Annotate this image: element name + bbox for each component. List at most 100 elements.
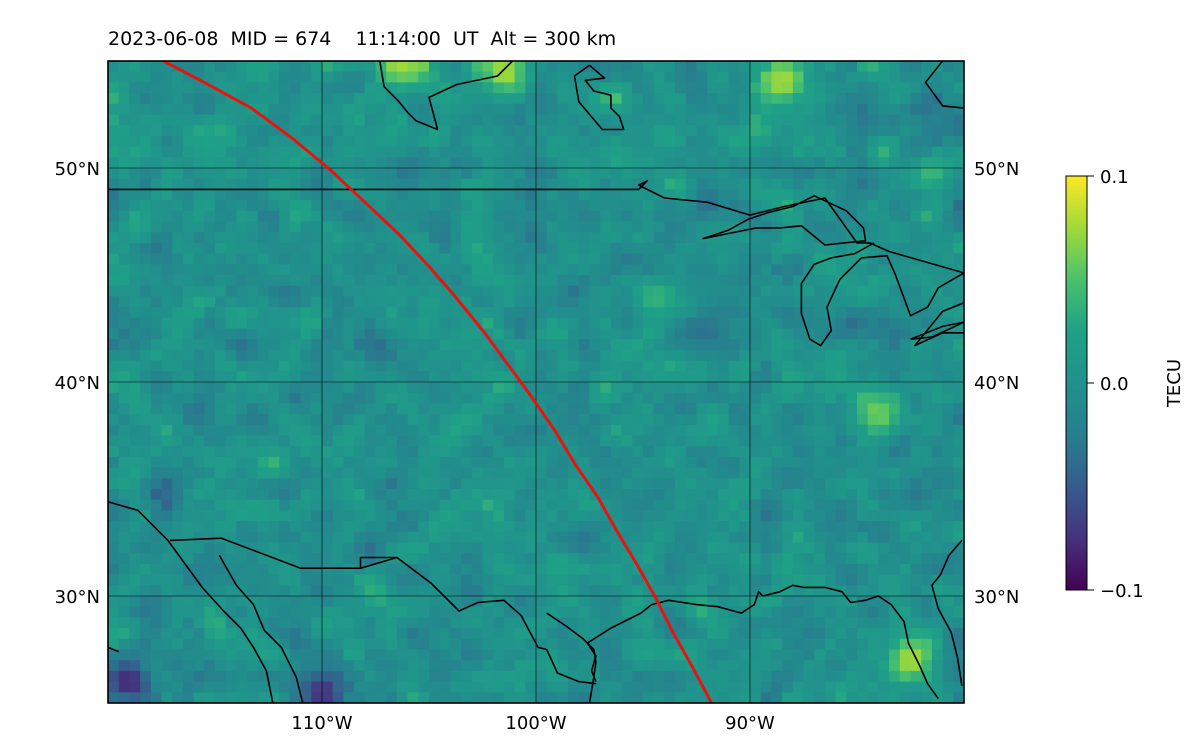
tec-cell	[546, 339, 558, 351]
tec-cell	[375, 200, 387, 212]
tec-cell	[685, 61, 697, 73]
tec-cell	[771, 349, 783, 361]
tec-cell	[172, 649, 184, 661]
tec-cell	[835, 563, 847, 575]
tec-cell	[867, 103, 879, 115]
tec-cell	[707, 349, 719, 361]
tec-cell	[289, 82, 301, 94]
tec-cell	[664, 275, 676, 287]
tec-cell	[332, 414, 344, 426]
tec-cell	[247, 221, 259, 233]
tec-cell	[621, 114, 633, 126]
tec-cell	[396, 71, 408, 83]
tec-cell	[610, 360, 622, 372]
tec-cell	[289, 189, 301, 201]
tec-cell	[803, 189, 815, 201]
tec-cell	[578, 574, 590, 586]
tec-cell	[172, 157, 184, 169]
tec-cell	[172, 264, 184, 276]
tec-cell	[108, 606, 120, 618]
tec-cell	[354, 638, 366, 650]
tec-cell	[182, 499, 194, 511]
tec-cell	[182, 135, 194, 147]
tec-cell	[525, 499, 537, 511]
tec-cell	[600, 114, 612, 126]
tec-cell	[589, 349, 601, 361]
tec-cell	[311, 574, 323, 586]
tec-cell	[247, 210, 259, 222]
tec-cell	[268, 681, 280, 693]
tec-cell	[878, 339, 890, 351]
tec-cell	[782, 125, 794, 137]
tec-cell	[846, 275, 858, 287]
tec-cell	[643, 617, 655, 629]
tec-cell	[471, 221, 483, 233]
tec-cell	[578, 71, 590, 83]
tec-cell	[503, 424, 515, 436]
tec-cell	[300, 638, 312, 650]
tec-cell	[364, 382, 376, 394]
tec-cell	[675, 232, 687, 244]
tec-cell	[461, 489, 473, 501]
tec-cell	[450, 328, 462, 340]
tec-cell	[471, 435, 483, 447]
tec-cell	[536, 93, 548, 105]
tec-cell	[600, 349, 612, 361]
tec-cell	[589, 210, 601, 222]
tec-cell	[685, 424, 697, 436]
tec-cell	[375, 456, 387, 468]
tec-cell	[536, 681, 548, 693]
tec-cell	[653, 253, 665, 265]
tec-cell	[546, 403, 558, 415]
tec-cell	[557, 553, 569, 565]
tec-cell	[311, 232, 323, 244]
tec-cell	[953, 403, 965, 415]
tec-cell	[129, 424, 141, 436]
tec-cell	[771, 467, 783, 479]
tec-cell	[824, 221, 836, 233]
tec-cell	[739, 489, 751, 501]
tec-cell	[279, 349, 291, 361]
tec-cell	[386, 360, 398, 372]
tec-cell	[643, 638, 655, 650]
tec-cell	[899, 178, 911, 190]
tec-cell	[600, 296, 612, 308]
tec-cell	[792, 424, 804, 436]
tec-cell	[600, 531, 612, 543]
tec-cell	[150, 628, 162, 640]
tec-cell	[161, 521, 173, 533]
tec-cell	[172, 61, 184, 73]
tec-cell	[514, 103, 526, 115]
tec-cell	[750, 114, 762, 126]
tec-cell	[247, 638, 259, 650]
tec-cell	[493, 553, 505, 565]
tec-cell	[140, 61, 152, 73]
tec-cell	[461, 531, 473, 543]
tec-cell	[707, 574, 719, 586]
tec-cell	[225, 521, 237, 533]
tec-cell	[760, 349, 772, 361]
tec-cell	[707, 542, 719, 554]
tec-cell	[150, 242, 162, 254]
tec-cell	[225, 660, 237, 672]
tec-cell	[279, 563, 291, 575]
tec-cell	[568, 221, 580, 233]
tec-cell	[140, 103, 152, 115]
tec-cell	[921, 328, 933, 340]
tec-cell	[279, 574, 291, 586]
tec-cell	[471, 328, 483, 340]
tec-cell	[857, 178, 869, 190]
tec-cell	[493, 317, 505, 329]
tec-cell	[728, 489, 740, 501]
tec-cell	[739, 307, 751, 319]
tec-cell	[514, 264, 526, 276]
tec-cell	[322, 489, 334, 501]
tec-cell	[375, 285, 387, 297]
tec-cell	[332, 510, 344, 522]
tec-cell	[621, 253, 633, 265]
tec-cell	[268, 574, 280, 586]
tec-cell	[685, 103, 697, 115]
tec-cell	[675, 296, 687, 308]
tec-cell	[300, 499, 312, 511]
tec-cell	[792, 114, 804, 126]
